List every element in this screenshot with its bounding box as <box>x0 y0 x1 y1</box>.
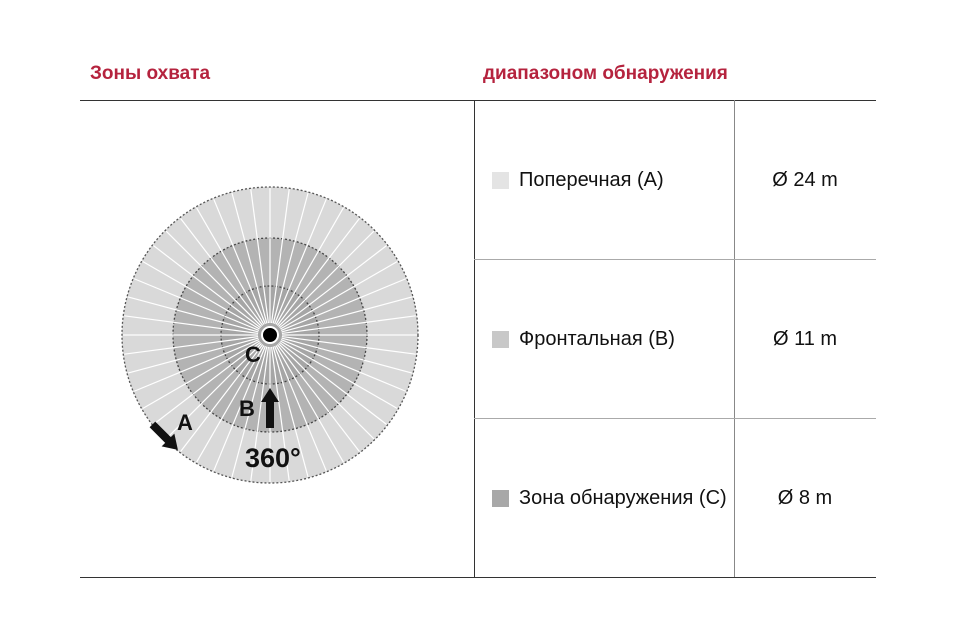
spoke <box>153 341 261 425</box>
spoke <box>124 315 259 335</box>
arrow-diagonal-icon <box>149 421 178 450</box>
swatch-b <box>492 330 509 348</box>
spoke <box>278 343 375 440</box>
spoke <box>280 260 398 330</box>
spoke <box>213 345 266 472</box>
spoke <box>165 230 262 327</box>
column-divider <box>474 100 475 577</box>
spoke <box>127 337 259 374</box>
spoke <box>231 346 268 478</box>
spoke <box>272 346 309 478</box>
spoke <box>153 245 261 329</box>
spoke <box>281 335 416 355</box>
spoke <box>133 278 260 331</box>
table-row-label: Зона обнаружения (C) <box>492 419 727 577</box>
row-divider <box>474 418 876 419</box>
detection-range-title: диапазоном обнаружения <box>483 63 728 84</box>
label-b: B <box>239 396 255 421</box>
spoke <box>279 341 387 425</box>
spoke <box>275 345 345 463</box>
top-divider <box>80 100 876 101</box>
spoke <box>142 260 260 330</box>
column-divider <box>734 100 735 577</box>
spoke <box>281 315 416 335</box>
spoke <box>275 207 345 325</box>
spoke <box>281 296 413 333</box>
spoke <box>213 198 266 325</box>
spoke <box>231 192 268 324</box>
spoke <box>280 278 407 331</box>
spoke <box>165 343 262 440</box>
spoke <box>276 218 360 326</box>
zone-value: Ø 8 m <box>777 486 833 509</box>
table-row-label: Поперечная (A) <box>492 101 664 259</box>
zone-value: Ø 24 m <box>772 168 838 191</box>
spoke <box>142 340 260 410</box>
spoke <box>272 192 309 324</box>
label-c: C <box>245 342 261 367</box>
sensor-dot <box>261 326 279 344</box>
spoke <box>133 339 260 392</box>
zone-value: Ø 11 m <box>772 327 838 350</box>
arrow-up-icon <box>261 388 279 428</box>
spoke <box>281 337 413 374</box>
spoke <box>274 198 327 325</box>
spoke <box>250 189 270 324</box>
spokes <box>123 188 417 482</box>
spoke <box>280 340 398 410</box>
zone-label: Фронтальная (B) <box>519 327 675 350</box>
spoke <box>270 346 290 481</box>
spoke <box>195 207 265 325</box>
row-divider <box>474 259 876 260</box>
spoke <box>279 245 387 329</box>
swatch-c <box>492 489 509 507</box>
bottom-divider <box>80 577 876 578</box>
spoke <box>274 345 327 472</box>
spoke <box>195 345 265 463</box>
zone-label: Зона обнаружения (C) <box>519 486 727 509</box>
zone-label: Поперечная (A) <box>519 168 664 191</box>
spoke <box>250 346 270 481</box>
swatch-a <box>492 171 509 189</box>
spoke <box>180 344 264 452</box>
spoke <box>127 296 259 333</box>
spoke <box>280 339 407 392</box>
spoke <box>276 344 360 452</box>
angle-label: 360° <box>245 443 301 473</box>
table-row-label: Фронтальная (B) <box>492 260 675 418</box>
spoke <box>124 335 259 355</box>
spoke <box>278 230 375 327</box>
spoke <box>180 218 264 326</box>
label-a: A <box>177 410 193 435</box>
spoke <box>270 189 290 324</box>
coverage-zones-title: Зоны охвата <box>90 63 211 84</box>
